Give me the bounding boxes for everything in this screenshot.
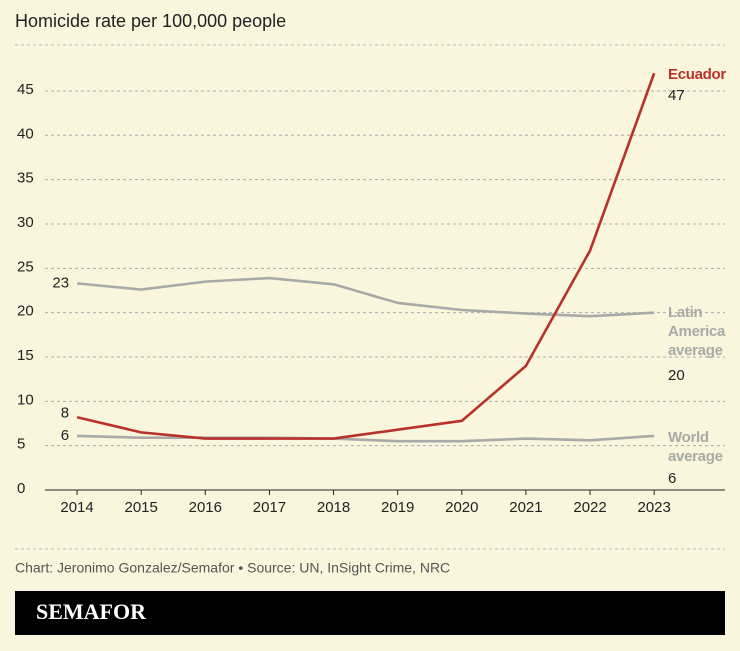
value-label: 20 (668, 367, 685, 384)
value-label: 23 (52, 274, 69, 291)
x-tick-label: 2015 (124, 499, 157, 516)
value-label: 8 (61, 404, 69, 421)
y-tick-label: 15 (17, 347, 34, 364)
brand: SEMAFOR (36, 599, 147, 624)
value-label: 6 (61, 427, 69, 444)
x-tick-label: 2014 (60, 499, 93, 516)
x-tick-label: 2019 (381, 499, 414, 516)
y-tick-label: 20 (17, 303, 34, 320)
series-line (76, 72, 656, 440)
x-tick-label: 2023 (637, 499, 670, 516)
value-label: 6 (668, 470, 676, 487)
x-tick-label: 2022 (573, 499, 606, 516)
x-tick-label: 2017 (253, 499, 286, 516)
chart-title: Homicide rate per 100,000 people (15, 11, 286, 31)
source: Chart: Jeronimo Gonzalez/Semafor • Sourc… (15, 560, 450, 576)
y-tick-label: 0 (17, 480, 25, 497)
series-line (77, 434, 655, 443)
y-tick-label: 35 (17, 170, 34, 187)
y-tick-label: 25 (17, 258, 34, 275)
y-tick-label: 5 (17, 436, 25, 453)
y-tick-label: 45 (17, 81, 34, 98)
y-tick-label: 30 (17, 214, 34, 231)
series-line (76, 276, 655, 318)
x-tick-label: 2018 (317, 499, 350, 516)
y-tick-label: 10 (17, 391, 34, 408)
x-tick-label: 2020 (445, 499, 478, 516)
x-tick-label: 2016 (189, 499, 222, 516)
legend-label: World average (668, 429, 723, 465)
legend-label: Ecuador (668, 66, 726, 83)
brand-bar (15, 591, 725, 635)
value-label: 47 (668, 87, 685, 104)
legend-label: Latin America average (668, 304, 726, 359)
x-tick-label: 2021 (509, 499, 542, 516)
y-tick-label: 40 (17, 125, 34, 142)
